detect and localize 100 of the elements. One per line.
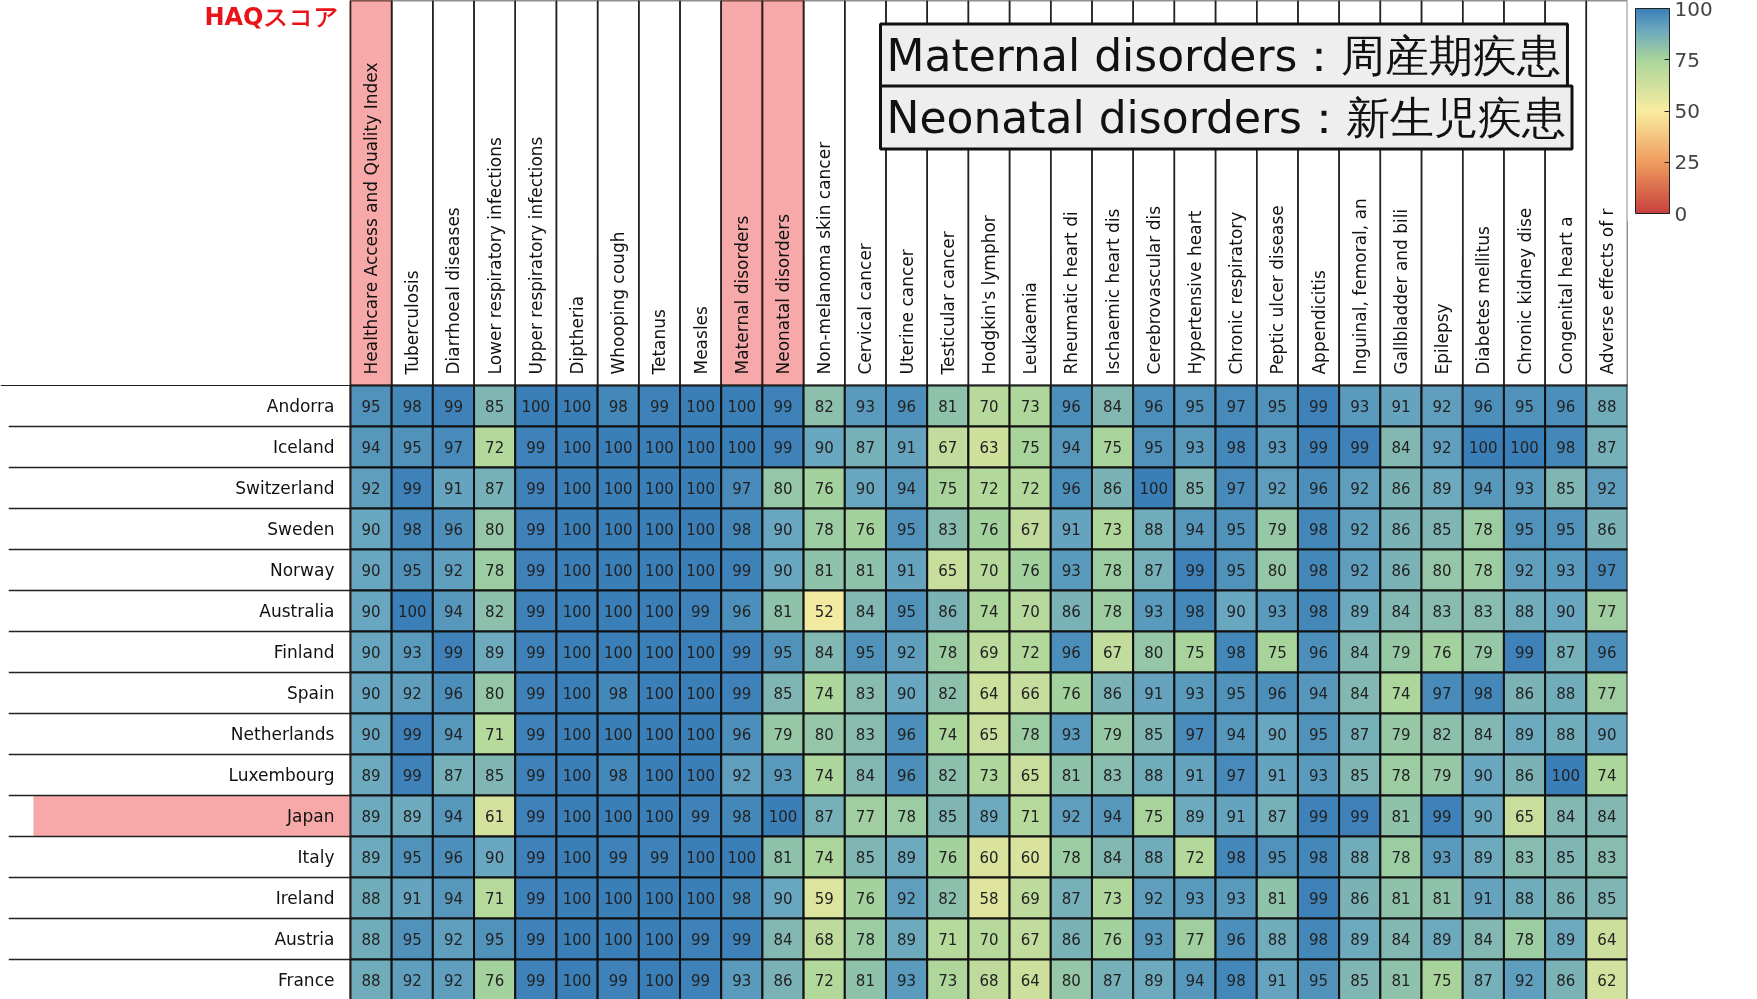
data-label: 92 xyxy=(1514,972,1535,990)
data-label: 92 xyxy=(443,931,463,949)
data-label: 94 xyxy=(1103,808,1123,826)
data-label: 89 xyxy=(361,767,381,785)
data-label: 99 xyxy=(1350,808,1370,826)
data-label: 100 xyxy=(686,480,715,498)
data-label: 88 xyxy=(1514,603,1535,621)
data-label: 99 xyxy=(526,931,546,949)
data-label: 98 xyxy=(402,521,422,539)
y-tick-label: Austria xyxy=(274,929,335,949)
color-bar-label: 25 xyxy=(1674,150,1700,175)
data-label: 88 xyxy=(361,890,381,908)
data-label: 96 xyxy=(1308,480,1329,498)
data-label: 90 xyxy=(361,644,381,662)
data-label: 100 xyxy=(1139,480,1169,498)
data-label: 87 xyxy=(1350,726,1370,744)
data-label: 78 xyxy=(938,644,958,662)
data-label: 98 xyxy=(1308,849,1329,867)
x-tick-label: Leukaemia xyxy=(1020,281,1041,375)
data-label: 81 xyxy=(1432,890,1452,908)
data-label: 100 xyxy=(603,808,633,826)
data-label: 99 xyxy=(526,767,546,785)
data-label: 76 xyxy=(1432,644,1452,662)
data-label: 90 xyxy=(897,685,917,703)
data-label: 93 xyxy=(1514,480,1535,498)
data-label: 84 xyxy=(1350,685,1370,703)
data-label: 99 xyxy=(773,398,793,416)
data-label: 93 xyxy=(1185,685,1205,703)
data-label: 92 xyxy=(443,972,463,990)
data-label: 67 xyxy=(1020,521,1040,539)
data-label: 93 xyxy=(1061,562,1081,580)
color-bar-label: 100 xyxy=(1674,0,1713,21)
data-label: 92 xyxy=(1432,439,1452,457)
data-label: 94 xyxy=(1226,726,1246,744)
data-label: 83 xyxy=(1103,767,1123,785)
data-label: 88 xyxy=(1144,849,1164,867)
data-label: 99 xyxy=(1308,808,1329,826)
y-tick-label: Luxembourg xyxy=(228,765,335,785)
data-label: 70 xyxy=(979,931,999,949)
data-label: 95 xyxy=(1514,398,1535,416)
data-label: 81 xyxy=(1391,890,1411,908)
data-label: 100 xyxy=(645,439,674,457)
data-label: 98 xyxy=(1308,603,1329,621)
data-label: 100 xyxy=(645,480,674,498)
data-label: 86 xyxy=(1103,685,1123,703)
data-label: 99 xyxy=(402,480,422,498)
data-label: 94 xyxy=(1185,521,1205,539)
data-label: 100 xyxy=(686,644,715,662)
data-label: 90 xyxy=(361,562,381,580)
data-label: 96 xyxy=(1061,398,1081,416)
data-label: 87 xyxy=(1103,972,1123,990)
data-label: 100 xyxy=(603,603,633,621)
data-label: 95 xyxy=(1185,398,1205,416)
data-label: 96 xyxy=(1226,931,1246,949)
data-label: 99 xyxy=(526,808,546,826)
data-label: 84 xyxy=(1391,603,1411,621)
x-tick-label: Hodgkin's lymphor xyxy=(978,215,999,375)
data-label: 85 xyxy=(1597,890,1617,908)
data-label: 75 xyxy=(1144,808,1164,826)
data-label: 94 xyxy=(443,603,463,621)
data-label: 100 xyxy=(562,931,592,949)
data-label: 85 xyxy=(485,398,505,416)
data-label: 76 xyxy=(485,972,505,990)
data-label: 77 xyxy=(1597,603,1617,621)
data-label: 98 xyxy=(608,767,628,785)
data-label: 68 xyxy=(979,972,999,990)
data-label: 86 xyxy=(1514,767,1535,785)
data-label: 72 xyxy=(1185,849,1205,867)
data-label: 84 xyxy=(855,767,875,785)
data-label: 99 xyxy=(443,398,463,416)
data-label: 100 xyxy=(727,439,757,457)
data-label: 83 xyxy=(1514,849,1535,867)
data-label: 99 xyxy=(1432,808,1452,826)
data-label: 93 xyxy=(1226,890,1246,908)
data-label: 99 xyxy=(1308,398,1329,416)
x-tick-label: Gallbladder and bili xyxy=(1390,208,1411,375)
data-label: 81 xyxy=(1267,890,1287,908)
data-label: 91 xyxy=(1267,972,1287,990)
data-label: 100 xyxy=(686,849,715,867)
data-label: 92 xyxy=(1514,562,1535,580)
data-label: 95 xyxy=(402,931,422,949)
data-label: 100 xyxy=(562,767,592,785)
data-label: 89 xyxy=(485,644,505,662)
data-label: 100 xyxy=(603,521,633,539)
data-label: 73 xyxy=(1020,398,1040,416)
text: HAQスコア xyxy=(204,2,339,31)
data-label: 71 xyxy=(938,931,958,949)
x-tick-label: Tetanus xyxy=(649,308,670,376)
data-label: 90 xyxy=(1473,808,1493,826)
data-label: 78 xyxy=(1103,562,1123,580)
data-label: 84 xyxy=(1391,931,1411,949)
data-label: 99 xyxy=(526,972,546,990)
data-label: 63 xyxy=(979,439,999,457)
data-label: 98 xyxy=(732,521,752,539)
data-label: 70 xyxy=(1020,603,1040,621)
data-label: 81 xyxy=(938,398,958,416)
data-label: 89 xyxy=(1556,931,1576,949)
data-label: 98 xyxy=(1473,685,1493,703)
data-label: 93 xyxy=(855,398,875,416)
x-tick-label: Diarrhoeal diseases xyxy=(443,207,464,375)
